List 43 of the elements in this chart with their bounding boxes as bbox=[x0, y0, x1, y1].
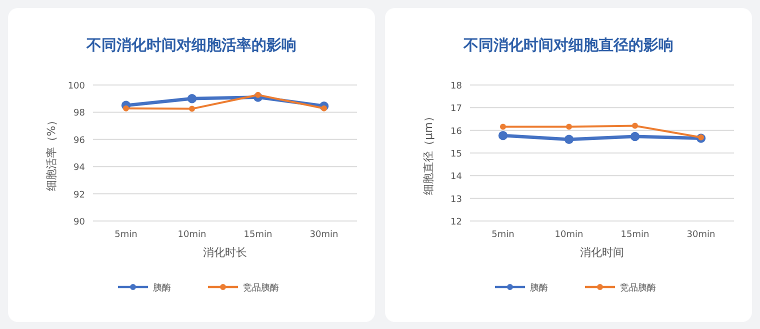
y-tick-label: 90 bbox=[74, 218, 86, 228]
point bbox=[321, 105, 327, 112]
chart-title: 不同消化时间对细胞直径的影响 bbox=[462, 36, 674, 54]
x-tick-label: 30min bbox=[686, 230, 716, 240]
y-tick-label: 16 bbox=[450, 126, 462, 137]
y-tick-label: 13 bbox=[450, 194, 462, 205]
point bbox=[630, 132, 640, 142]
point bbox=[632, 122, 638, 129]
x-tick-label: 10min bbox=[554, 230, 584, 240]
point bbox=[498, 130, 508, 140]
point bbox=[255, 92, 261, 98]
x-tick-label: 30min bbox=[310, 230, 338, 240]
point bbox=[123, 105, 129, 112]
y-tick-label: 98 bbox=[74, 108, 86, 119]
legend-label: 竞品胰酶 bbox=[620, 282, 656, 294]
point bbox=[698, 134, 704, 140]
x-tick-label: 10min bbox=[178, 230, 206, 240]
x-tick-label: 15min bbox=[620, 230, 650, 240]
x-tick-label: 15min bbox=[244, 230, 272, 240]
x-tick-label: 5min bbox=[492, 230, 514, 240]
y-tick-label: 18 bbox=[450, 82, 462, 92]
point bbox=[500, 124, 506, 130]
x-axis-title: 消化时长 bbox=[203, 246, 247, 259]
point bbox=[564, 134, 574, 144]
y-tick-label: 12 bbox=[450, 218, 462, 228]
point bbox=[566, 124, 572, 130]
y-tick-label: 100 bbox=[68, 82, 86, 92]
chart-title: 不同消化时间对细胞活率的影响 bbox=[86, 36, 296, 54]
x-tick-label: 5min bbox=[114, 230, 138, 240]
legend-label: 竞品胰酶 bbox=[243, 282, 279, 294]
legend-label: 胰酶 bbox=[530, 282, 548, 294]
y-tick-label: 15 bbox=[450, 150, 462, 160]
y-tick-label: 96 bbox=[74, 136, 86, 146]
y-tick-label: 14 bbox=[450, 172, 462, 182]
point bbox=[187, 94, 197, 104]
point bbox=[189, 106, 195, 112]
y-tick-label: 92 bbox=[74, 190, 85, 200]
y-axis-title: 细胞活率（%） bbox=[45, 114, 58, 192]
x-axis-title: 消化时间 bbox=[580, 246, 624, 259]
legend-label: 胰酶 bbox=[153, 282, 171, 294]
y-tick-label: 94 bbox=[74, 163, 86, 174]
y-tick-label: 17 bbox=[450, 104, 462, 114]
y-axis-title: 细胞直径（μm） bbox=[422, 111, 435, 195]
